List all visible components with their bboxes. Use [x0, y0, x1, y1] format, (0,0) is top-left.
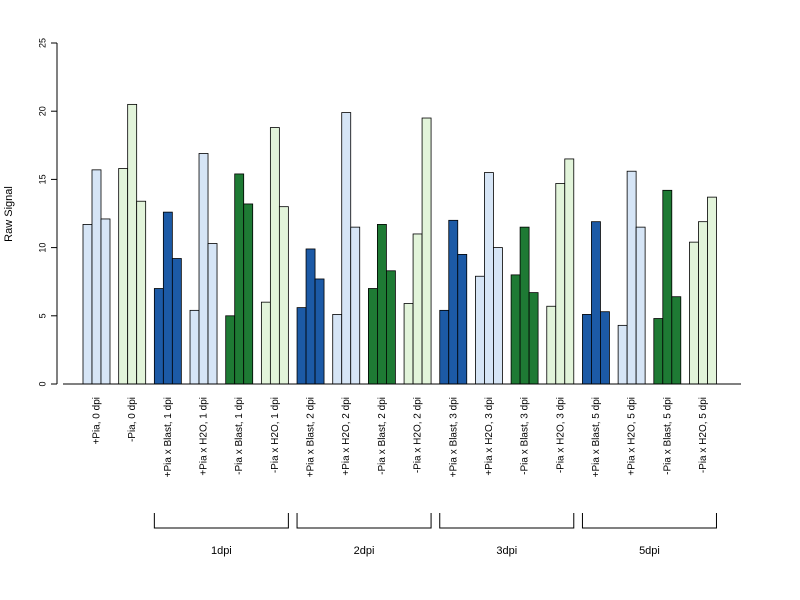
x-category-label: -Pia x H2O, 1 dpi	[270, 397, 281, 473]
bar-1-0	[118, 168, 129, 385]
y-tick-label: 0	[37, 381, 47, 386]
bar-17-0	[689, 241, 699, 385]
x-category-label: -Pia x H2O, 5 dpi	[698, 397, 709, 473]
group-label: 2dpi	[354, 545, 375, 557]
x-category-label: +Pia x Blast, 3 dpi	[448, 397, 459, 477]
bar-9-2	[421, 117, 432, 385]
bar-9-1	[412, 233, 423, 385]
x-category-label: -Pia x Blast, 1 dpi	[234, 397, 245, 475]
bar-4-0	[225, 315, 236, 385]
x-category-label: -Pia, 0 dpi	[127, 397, 138, 442]
bar-1-2	[136, 200, 147, 385]
bar-11-1	[484, 172, 494, 385]
y-tick-label: 5	[37, 313, 47, 318]
bar-9-0	[403, 303, 414, 385]
bar-14-2	[600, 311, 610, 385]
group-bracket	[581, 513, 717, 529]
bar-0-1	[91, 169, 102, 385]
bar-7-0	[332, 314, 343, 385]
bar-15-0	[617, 324, 628, 385]
x-category-label: +Pia x Blast, 5 dpi	[591, 397, 602, 477]
x-category-label: +Pia x H2O, 5 dpi	[627, 397, 638, 476]
bar-10-1	[448, 219, 459, 385]
bar-16-2	[671, 296, 682, 385]
group-label: 3dpi	[496, 545, 517, 557]
bar-1-1	[127, 103, 138, 385]
x-category-label: -Pia x H2O, 3 dpi	[555, 397, 566, 473]
bar-6-0	[296, 307, 307, 385]
x-category-label: +Pia x Blast, 1 dpi	[163, 397, 174, 477]
y-tick-label: 25	[37, 38, 47, 48]
y-tick-label: 20	[37, 106, 47, 116]
bar-10-2	[457, 254, 468, 385]
x-category-labels: +Pia, 0 dpi -Pia, 0 dpi +Pia x Blast, 1 dp…	[92, 397, 709, 477]
bar-8-1	[376, 224, 387, 385]
bar-0-0	[82, 224, 93, 385]
bar-4-2	[243, 203, 254, 385]
bar-5-1	[269, 127, 280, 385]
bar-15-2	[635, 226, 646, 385]
bar-13-1	[555, 183, 566, 385]
bar-4-1	[234, 173, 245, 385]
bars	[82, 103, 717, 385]
bar-14-1	[591, 221, 601, 385]
bar-11-0	[475, 275, 485, 385]
bar-12-1	[519, 226, 530, 385]
x-category-label: +Pia x H2O, 3 dpi	[484, 397, 495, 476]
bar-6-2	[314, 278, 325, 385]
bar-11-2	[493, 247, 503, 385]
bar-17-2	[707, 196, 717, 385]
bar-5-2	[278, 206, 289, 385]
x-category-label: -Pia x H2O, 2 dpi	[413, 397, 424, 473]
group-brackets: 1dpi 2dpi 3dpi 5dpi	[153, 513, 717, 557]
x-category-label: +Pia x H2O, 1 dpi	[199, 397, 210, 476]
group-bracket	[296, 513, 432, 529]
bar-7-2	[350, 226, 361, 385]
bar-16-0	[653, 318, 664, 385]
y-axis-label: Raw Signal	[3, 186, 15, 242]
bar-2-1	[162, 211, 173, 385]
group-bracket	[439, 513, 575, 529]
y-axis: 0 5 10 15 20 25	[37, 38, 58, 387]
bar-5-0	[260, 301, 271, 385]
bar-12-0	[510, 274, 521, 385]
bar-17-1	[698, 221, 708, 385]
bar-8-2	[385, 270, 396, 385]
bar-2-2	[171, 258, 182, 385]
bar-7-1	[341, 112, 352, 385]
x-category-label: +Pia x Blast, 2 dpi	[306, 397, 317, 477]
bar-0-2	[100, 218, 111, 385]
y-tick-label: 10	[37, 243, 47, 253]
group-bracket	[153, 513, 289, 529]
bar-12-2	[528, 292, 539, 385]
bar-15-1	[626, 170, 637, 385]
bar-13-2	[564, 158, 575, 385]
bar-3-0	[189, 309, 200, 385]
x-category-label: +Pia, 0 dpi	[92, 397, 103, 445]
bar-13-0	[546, 305, 557, 385]
group-label: 5dpi	[639, 545, 660, 557]
x-category-label: -Pia x Blast, 2 dpi	[377, 397, 388, 475]
bar-10-0	[439, 309, 450, 385]
bar-6-1	[305, 248, 316, 385]
x-category-label: +Pia x H2O, 2 dpi	[341, 397, 352, 476]
bar-8-0	[367, 288, 378, 385]
y-tick-label: 15	[37, 174, 47, 184]
x-category-label: -Pia x Blast, 3 dpi	[520, 397, 531, 475]
bar-14-0	[582, 314, 592, 385]
x-category-label: -Pia x Blast, 5 dpi	[662, 397, 673, 475]
group-label: 1dpi	[211, 545, 232, 557]
bar-3-2	[207, 243, 218, 385]
bar-16-1	[662, 189, 673, 385]
bar-2-0	[153, 288, 164, 385]
bar-3-1	[198, 153, 209, 385]
